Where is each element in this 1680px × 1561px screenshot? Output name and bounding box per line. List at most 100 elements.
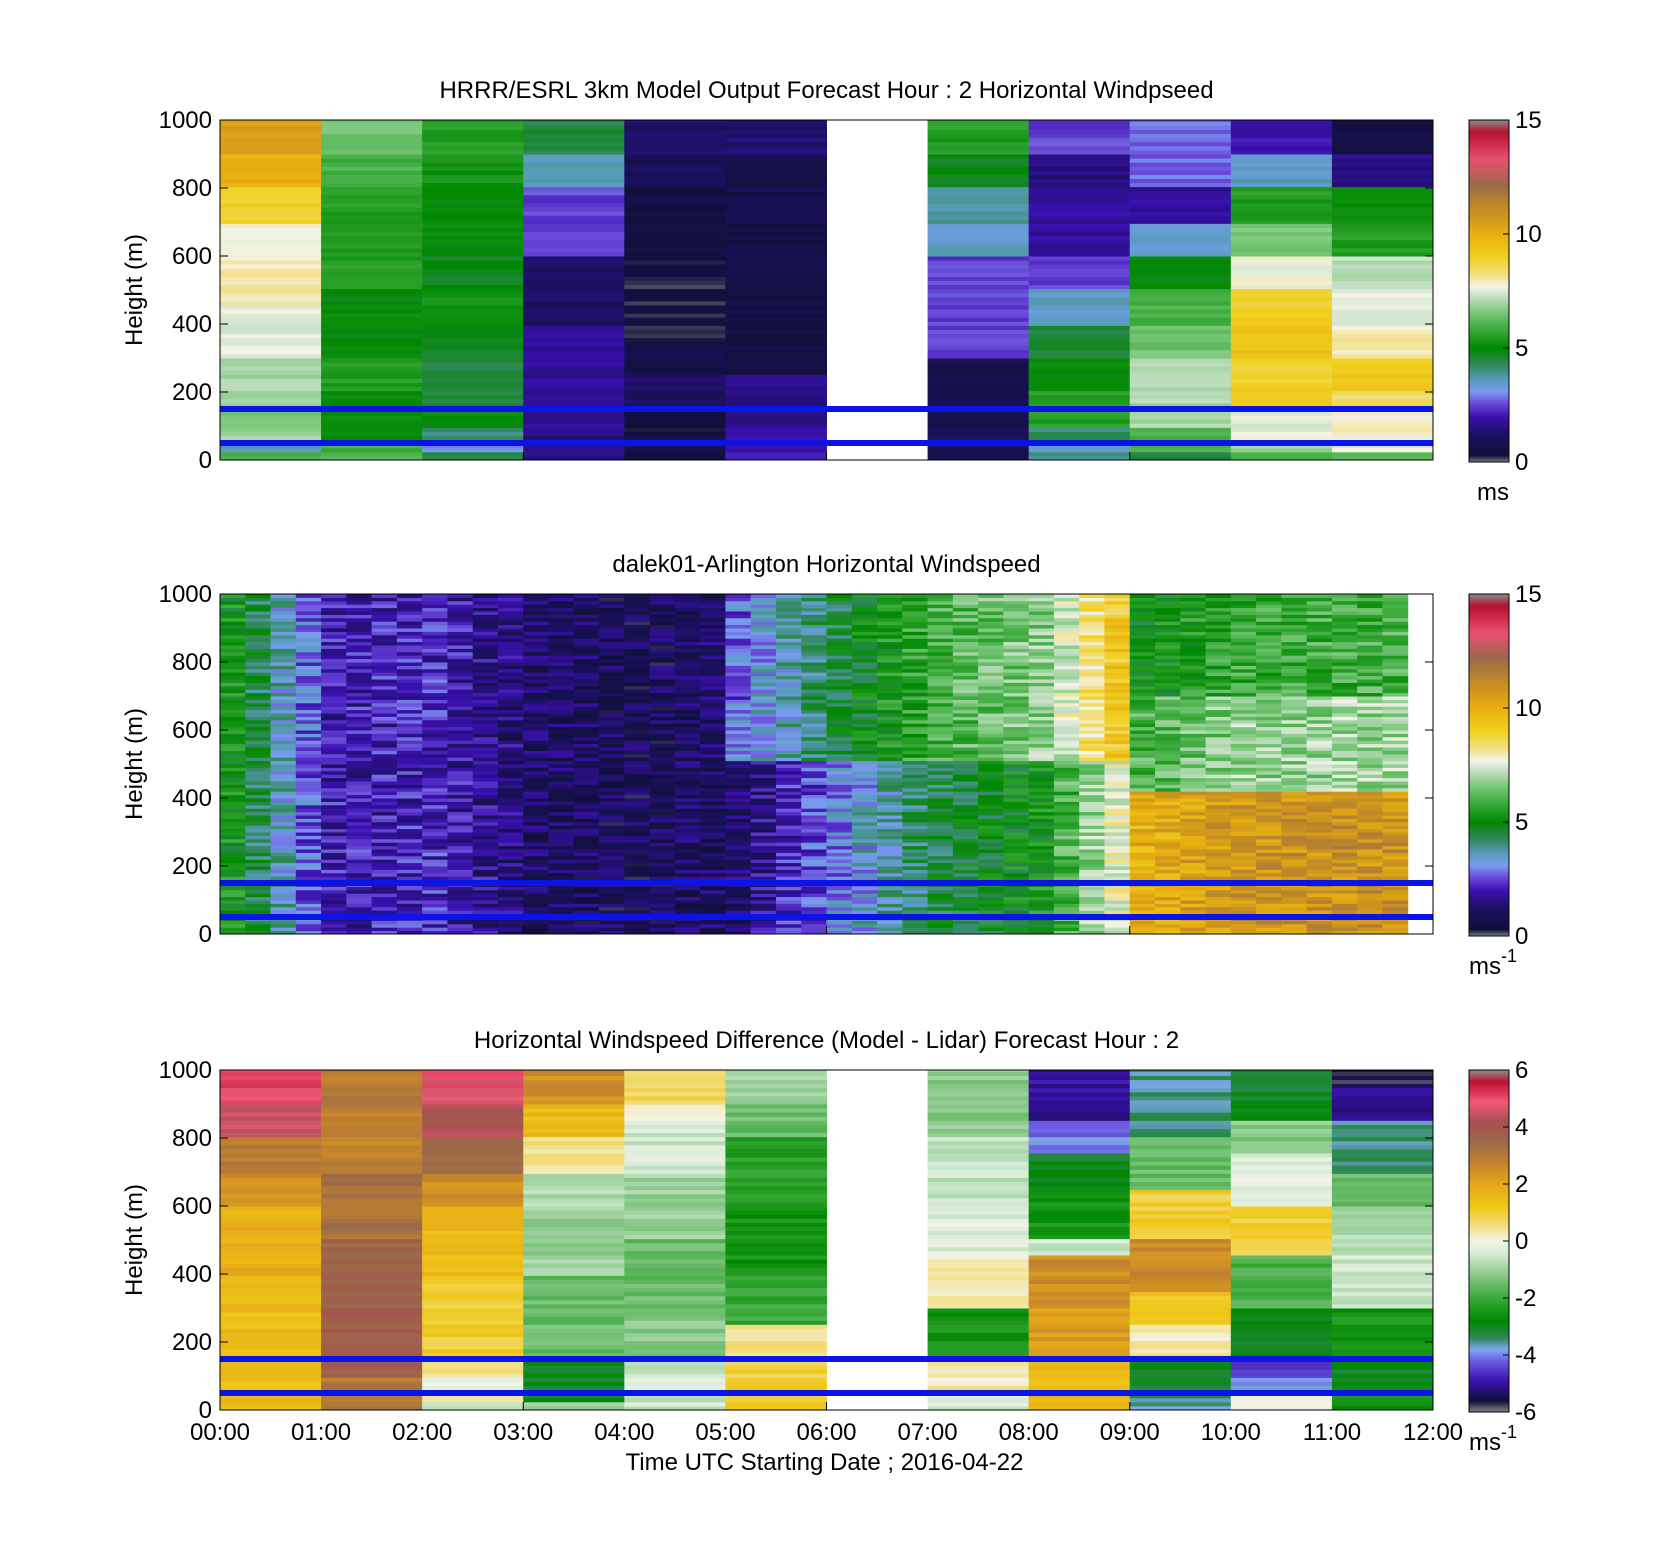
heatmap-cell — [1079, 679, 1105, 683]
heatmap-cell — [396, 668, 423, 673]
heatmap-cell — [422, 628, 448, 632]
heatmap-cell — [927, 451, 1030, 457]
heatmap-cell — [371, 750, 398, 755]
heatmap-cell — [396, 774, 423, 779]
heatmap-cell — [1003, 634, 1030, 639]
heatmap-cell — [826, 869, 853, 874]
heatmap-cell — [220, 719, 246, 724]
heatmap-cell — [1155, 787, 1181, 792]
heatmap-cell — [523, 614, 550, 619]
heatmap-cell — [245, 719, 272, 724]
heatmap-cell — [725, 345, 827, 351]
heatmap-cell — [1331, 300, 1433, 306]
heatmap-cell — [775, 594, 802, 598]
heatmap-cell — [1104, 651, 1131, 656]
heatmap-cell — [295, 801, 322, 806]
heatmap-cell — [1155, 648, 1181, 653]
heatmap-cell — [1003, 672, 1030, 677]
heatmap-cell — [321, 665, 347, 670]
heatmap-cell — [902, 821, 929, 826]
heatmap-cell — [700, 818, 726, 823]
heatmap-cell — [1104, 645, 1131, 649]
colorbar-swatch — [1469, 278, 1509, 282]
heatmap-cell — [877, 838, 903, 843]
colorbar-swatch — [1469, 373, 1509, 376]
heatmap-cell — [1129, 743, 1156, 748]
heatmap-cell — [952, 716, 979, 721]
heatmap-cell — [851, 869, 878, 874]
heatmap-cell — [700, 923, 726, 928]
colorbar-swatch — [1469, 232, 1509, 236]
heatmap-cell — [1155, 655, 1181, 660]
heatmap-cell — [321, 631, 347, 636]
colorbar-frame — [1468, 119, 1510, 463]
heatmap-cell — [775, 668, 802, 673]
heatmap-cell — [1129, 207, 1232, 212]
heatmap-cell — [1053, 869, 1080, 874]
heatmap-cell — [1180, 910, 1207, 915]
heatmap-cell — [245, 682, 272, 687]
heatmap-cell — [573, 896, 600, 901]
heatmap-cell — [346, 777, 373, 782]
heatmap-cell — [371, 930, 398, 934]
heatmap-cell — [1104, 801, 1131, 806]
heatmap-cell — [472, 764, 499, 768]
heatmap-cell — [1155, 607, 1181, 612]
heatmap-cell — [801, 679, 827, 683]
heatmap-cell — [295, 774, 322, 779]
heatmap-cell — [599, 886, 625, 891]
heatmap-cell — [649, 869, 676, 874]
heatmap-cell — [801, 760, 827, 765]
heatmap-cell — [877, 910, 903, 915]
heatmap-cell — [1028, 190, 1131, 196]
heatmap-cell — [725, 767, 752, 772]
heatmap-cell — [927, 791, 954, 796]
heatmap-cell — [725, 845, 752, 850]
heatmap-cell — [1053, 651, 1080, 656]
heatmap-cell — [674, 828, 701, 833]
heatmap-cell — [1180, 832, 1207, 836]
heatmap-cell — [750, 804, 777, 809]
heatmap-cell — [295, 862, 322, 867]
heatmap-cell — [220, 190, 322, 196]
heatmap-cell — [826, 614, 853, 619]
heatmap-cell — [472, 889, 499, 894]
heatmap-cell — [1104, 760, 1131, 765]
heatmap-cell — [1129, 859, 1156, 864]
heatmap-cell — [725, 733, 752, 738]
heatmap-cell — [1155, 801, 1181, 806]
heatmap-cell — [245, 668, 272, 673]
heatmap-cell — [472, 828, 499, 833]
heatmap-cell — [523, 821, 550, 826]
colorbar-swatch — [1469, 435, 1509, 439]
heatmap-cell — [649, 896, 676, 901]
heatmap-cell — [245, 923, 272, 928]
heatmap-cell — [952, 685, 979, 690]
heatmap-cell — [1079, 740, 1105, 745]
heatmap-cell — [902, 631, 929, 636]
heatmap-cell — [396, 821, 423, 826]
heatmap-cell — [826, 791, 853, 796]
heatmap-cell — [573, 696, 600, 700]
heatmap-cell — [674, 906, 701, 911]
heatmap-cell — [1053, 791, 1080, 796]
heatmap-cell — [523, 903, 550, 908]
heatmap-cell — [725, 447, 827, 453]
heatmap-cell — [1028, 309, 1131, 314]
heatmap-cell — [1053, 641, 1080, 646]
heatmap-cell — [1180, 842, 1207, 847]
heatmap-cell — [775, 886, 802, 891]
heatmap-cell — [447, 923, 474, 928]
heatmap-cell — [523, 757, 550, 762]
heatmap-cell — [649, 685, 676, 690]
heatmap-cell — [952, 634, 979, 639]
y-tick-label: 600 — [172, 243, 212, 270]
heatmap-cell — [1129, 358, 1232, 363]
heatmap-cell — [725, 223, 827, 228]
heatmap-cell — [245, 872, 272, 877]
heatmap-cell — [371, 682, 398, 687]
heatmap-cell — [1129, 838, 1156, 843]
heatmap-cell — [927, 648, 954, 653]
heatmap-cell — [346, 920, 373, 925]
heatmap-cell — [1129, 260, 1232, 265]
